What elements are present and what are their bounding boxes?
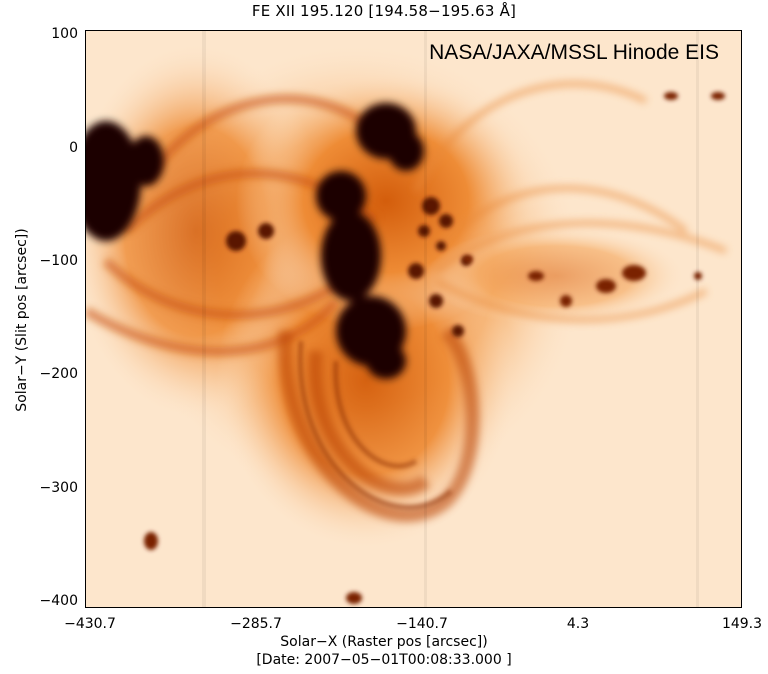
y-tick-label: 0 [69, 140, 78, 156]
x-tick-label: −285.7 [230, 616, 282, 632]
date-label: [Date: 2007−05−01T00:08:33.000 ] [256, 652, 512, 668]
y-axis-label: Solar−Y (Slit pos [arcsec]) [14, 228, 30, 412]
x-tick-label: −140.7 [396, 616, 448, 632]
y-tick-label: −400 [39, 593, 78, 609]
y-tick-label: −300 [39, 480, 78, 496]
solar-active-region-image [86, 31, 728, 607]
credit-label: NASA/JAXA/MSSL Hinode EIS [429, 41, 719, 64]
x-tick-label: 149.3 [721, 616, 763, 632]
y-tick-label: −100 [39, 253, 78, 269]
x-tick-label: 4.3 [566, 616, 590, 632]
x-tick-label: −430.7 [64, 616, 116, 632]
solar-image-plot: NASA/JAXA/MSSL Hinode EIS [85, 30, 742, 608]
y-tick-label: −200 [39, 366, 78, 382]
x-axis-label: Solar−X (Raster pos [arcsec]) [280, 634, 488, 650]
y-tick-label: 100 [51, 26, 78, 42]
image-title: FE XII 195.120 [194.58−195.63 Å] [251, 2, 517, 20]
